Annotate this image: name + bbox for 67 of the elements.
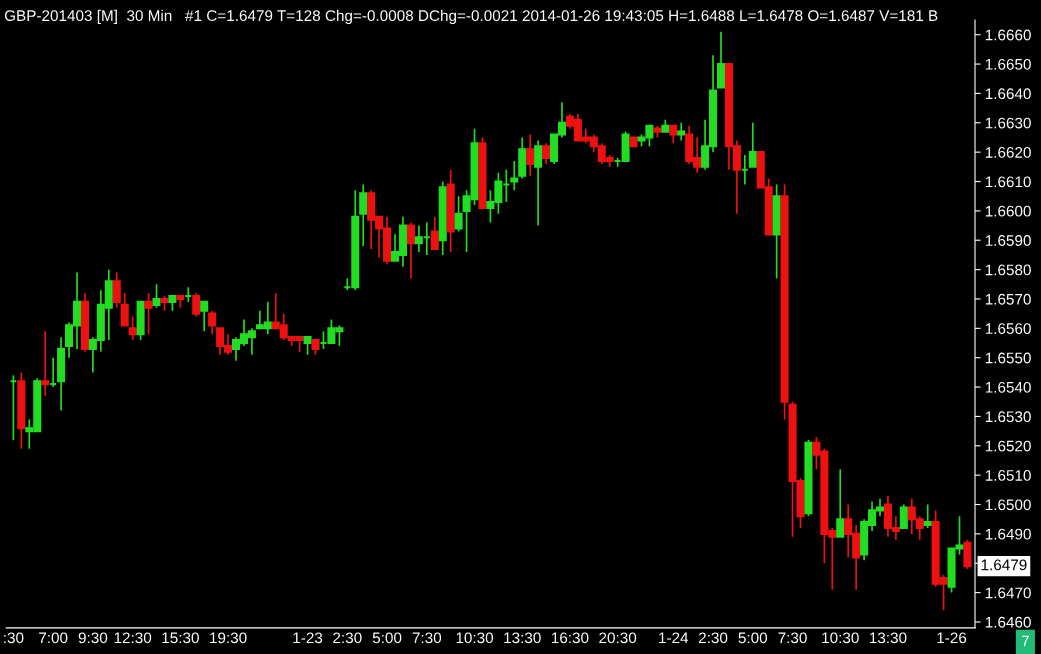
x-tick-label: 2:30 bbox=[333, 632, 362, 644]
candlestick bbox=[120, 292, 129, 327]
x-tick-label: 12:30 bbox=[114, 632, 152, 644]
y-tick-label: 1.6460 bbox=[985, 616, 1031, 628]
candlestick bbox=[716, 30, 726, 89]
x-tick-label: 10:30 bbox=[456, 632, 494, 644]
candlestick bbox=[112, 271, 121, 309]
y-tick-label: 1.6650 bbox=[985, 58, 1031, 70]
y-tick-label: 1.6590 bbox=[985, 235, 1031, 246]
x-tick-label: 16:30 bbox=[551, 632, 589, 644]
x-tick-label: 2:30 bbox=[698, 632, 728, 644]
x-tick-label: 1-26 bbox=[937, 632, 967, 644]
x-tick-label: 1-23 bbox=[293, 632, 323, 644]
y-tick-label: 1.6560 bbox=[985, 323, 1031, 335]
y-tick-label: 1.6600 bbox=[985, 205, 1031, 217]
candlestick bbox=[454, 195, 463, 233]
x-tick-label: 15:30 bbox=[162, 632, 199, 644]
candlestick bbox=[359, 183, 368, 247]
y-tick-label: 1.6490 bbox=[985, 528, 1031, 540]
candlestick bbox=[510, 160, 519, 192]
y-tick-label: 1.6530 bbox=[985, 411, 1031, 423]
candlestick bbox=[200, 300, 209, 333]
y-tick-label: 1.6580 bbox=[985, 264, 1031, 276]
candlestick bbox=[152, 283, 161, 309]
candlestick bbox=[430, 215, 439, 251]
y-tick-label: 1.6510 bbox=[985, 470, 1031, 481]
y-tick-label: 1.6660 bbox=[985, 29, 1031, 41]
candlestick bbox=[748, 121, 757, 168]
y-tick-label: 1.6620 bbox=[985, 147, 1031, 158]
x-tick-label: 10:30 bbox=[822, 632, 859, 644]
candlestick bbox=[526, 133, 535, 177]
y-tick-label: 1.6610 bbox=[985, 176, 1031, 188]
x-tick-label: 19:30 bbox=[210, 632, 247, 644]
y-tick-label: 1.6630 bbox=[985, 117, 1031, 129]
chart-title: GBP-201403 [M] 30 Min #1 C=1.6479 T=128 Chg=-0.0008 DChg=-0.0021 2014-01-26 19:43:05 H=1.6488 L=1.6478 O=1.6487 V=181 B bbox=[4, 9, 938, 25]
candlestick bbox=[144, 292, 153, 336]
y-tick-label: 1.6540 bbox=[985, 381, 1031, 393]
candlestick bbox=[208, 309, 217, 336]
candlestick bbox=[192, 292, 201, 318]
x-tick-label: 13:30 bbox=[869, 632, 907, 644]
x-tick-label: 5:00 bbox=[738, 632, 768, 644]
x-tick-label: 7:30 bbox=[778, 632, 807, 644]
x-tick-label: 7:30 bbox=[412, 632, 442, 644]
y-tick-label: 1.6500 bbox=[985, 499, 1031, 511]
text: 7 bbox=[1021, 635, 1029, 647]
y-tick-label: 1.6570 bbox=[985, 293, 1031, 305]
y-tick-label: 1.6470 bbox=[985, 587, 1031, 599]
y-tick-label: 1.6520 bbox=[985, 440, 1031, 452]
text: 1.6479 bbox=[981, 559, 1027, 571]
candlestick bbox=[923, 503, 932, 529]
y-tick-label: 1.6640 bbox=[985, 88, 1031, 100]
x-tick-label: 9:30 bbox=[78, 632, 108, 644]
y-tick-label: 1.6550 bbox=[985, 352, 1031, 364]
candlestick bbox=[128, 315, 137, 341]
candlestick bbox=[899, 503, 908, 530]
candlestick bbox=[542, 142, 551, 165]
x-tick-label: 1-24 bbox=[659, 632, 689, 644]
candlestick bbox=[534, 139, 543, 227]
x-tick-label: :30 bbox=[4, 632, 24, 644]
candlestick bbox=[41, 330, 50, 397]
candlestick bbox=[836, 468, 845, 538]
x-tick-label: 20:30 bbox=[599, 632, 637, 644]
x-tick-label: 5:00 bbox=[372, 632, 402, 644]
x-tick-label: 7:00 bbox=[39, 632, 68, 644]
x-tick-label: 13:30 bbox=[504, 632, 541, 644]
candlestick bbox=[963, 538, 972, 570]
candlestick bbox=[406, 221, 415, 280]
